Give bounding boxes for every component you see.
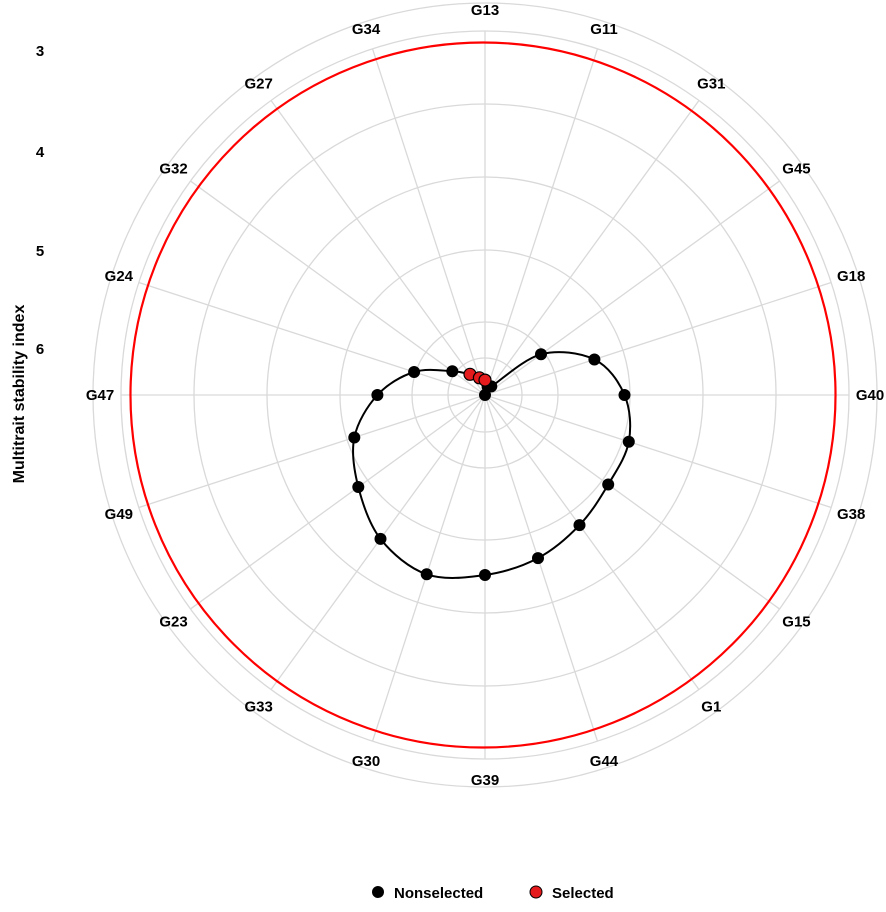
point-g44 [532,552,544,565]
category-label-g47: G47 [86,387,114,404]
category-label-g34: G34 [352,21,381,38]
spoke-g24 [138,281,486,396]
spoke-g49 [138,394,486,509]
category-label-g40: G40 [856,387,884,404]
category-label-g1: G1 [701,698,721,715]
legend: Nonselected Selected [372,885,614,902]
legend-selected-marker [529,885,543,899]
category-label-g27: G27 [245,76,273,93]
category-label-g39: G39 [471,772,499,789]
point-g32 [446,365,459,378]
category-labels: G13 G11 G31 G45 G18 G40 G38 G15 G1 G44 G39 G30 G33 G2… [86,2,884,789]
spoke-g18 [484,281,832,396]
point-g15 [602,478,615,491]
legend-nonselected-label: Nonselected [394,885,483,902]
radial-tick-4: 4 [36,144,45,161]
spoke-g30 [371,394,486,742]
legend-nonselected-marker [372,886,384,898]
point-g38 [622,435,635,448]
spoke-g45 [484,180,780,396]
category-label-g45: G45 [782,161,810,178]
point-g18 [588,353,601,366]
category-label-g44: G44 [590,753,619,770]
series [348,348,635,581]
point-g1 [573,519,586,532]
spoke-g23 [190,394,486,610]
category-label-g33: G33 [245,698,273,715]
spoke-g11 [484,48,599,396]
radial-tick-6: 6 [36,341,44,358]
category-label-g13: G13 [471,2,499,19]
category-label-g31: G31 [697,76,725,93]
radial-tick-3: 3 [36,43,44,60]
spoke-g1 [484,394,700,690]
point-g13 [478,373,492,387]
radial-tick-5: 5 [36,243,44,260]
radial-tick-labels: 3 4 5 6 [36,43,45,358]
category-label-g18: G18 [837,268,865,285]
point-g40 [618,389,631,401]
point-g33 [374,532,387,545]
point-g23 [352,481,365,493]
spoke-g15 [484,394,780,610]
spoke-g31 [484,100,700,396]
category-label-g15: G15 [782,613,810,630]
category-label-g30: G30 [352,753,380,770]
spoke-g27 [270,100,486,396]
point-g45 [535,348,547,361]
category-label-g49: G49 [105,506,133,523]
grid-circle [92,2,878,788]
category-label-g11: G11 [590,21,618,38]
legend-selected-label: Selected [552,885,614,902]
category-label-g24: G24 [105,268,134,285]
spoke-g38 [484,394,832,509]
point-g49 [348,431,361,444]
point-g24 [408,366,421,378]
spoke-g44 [484,394,599,742]
category-label-g23: G23 [159,613,187,630]
threshold-circle [129,41,837,749]
y-axis-label: Multitrait stability index [11,305,28,484]
category-label-g38: G38 [837,506,865,523]
point-g47 [371,389,384,401]
category-label-g32: G32 [159,161,187,178]
spoke-g32 [190,180,486,396]
selection-threshold [129,41,837,749]
point-g39 [479,569,491,581]
spoke-g34 [371,48,486,396]
point-g30 [420,568,433,581]
